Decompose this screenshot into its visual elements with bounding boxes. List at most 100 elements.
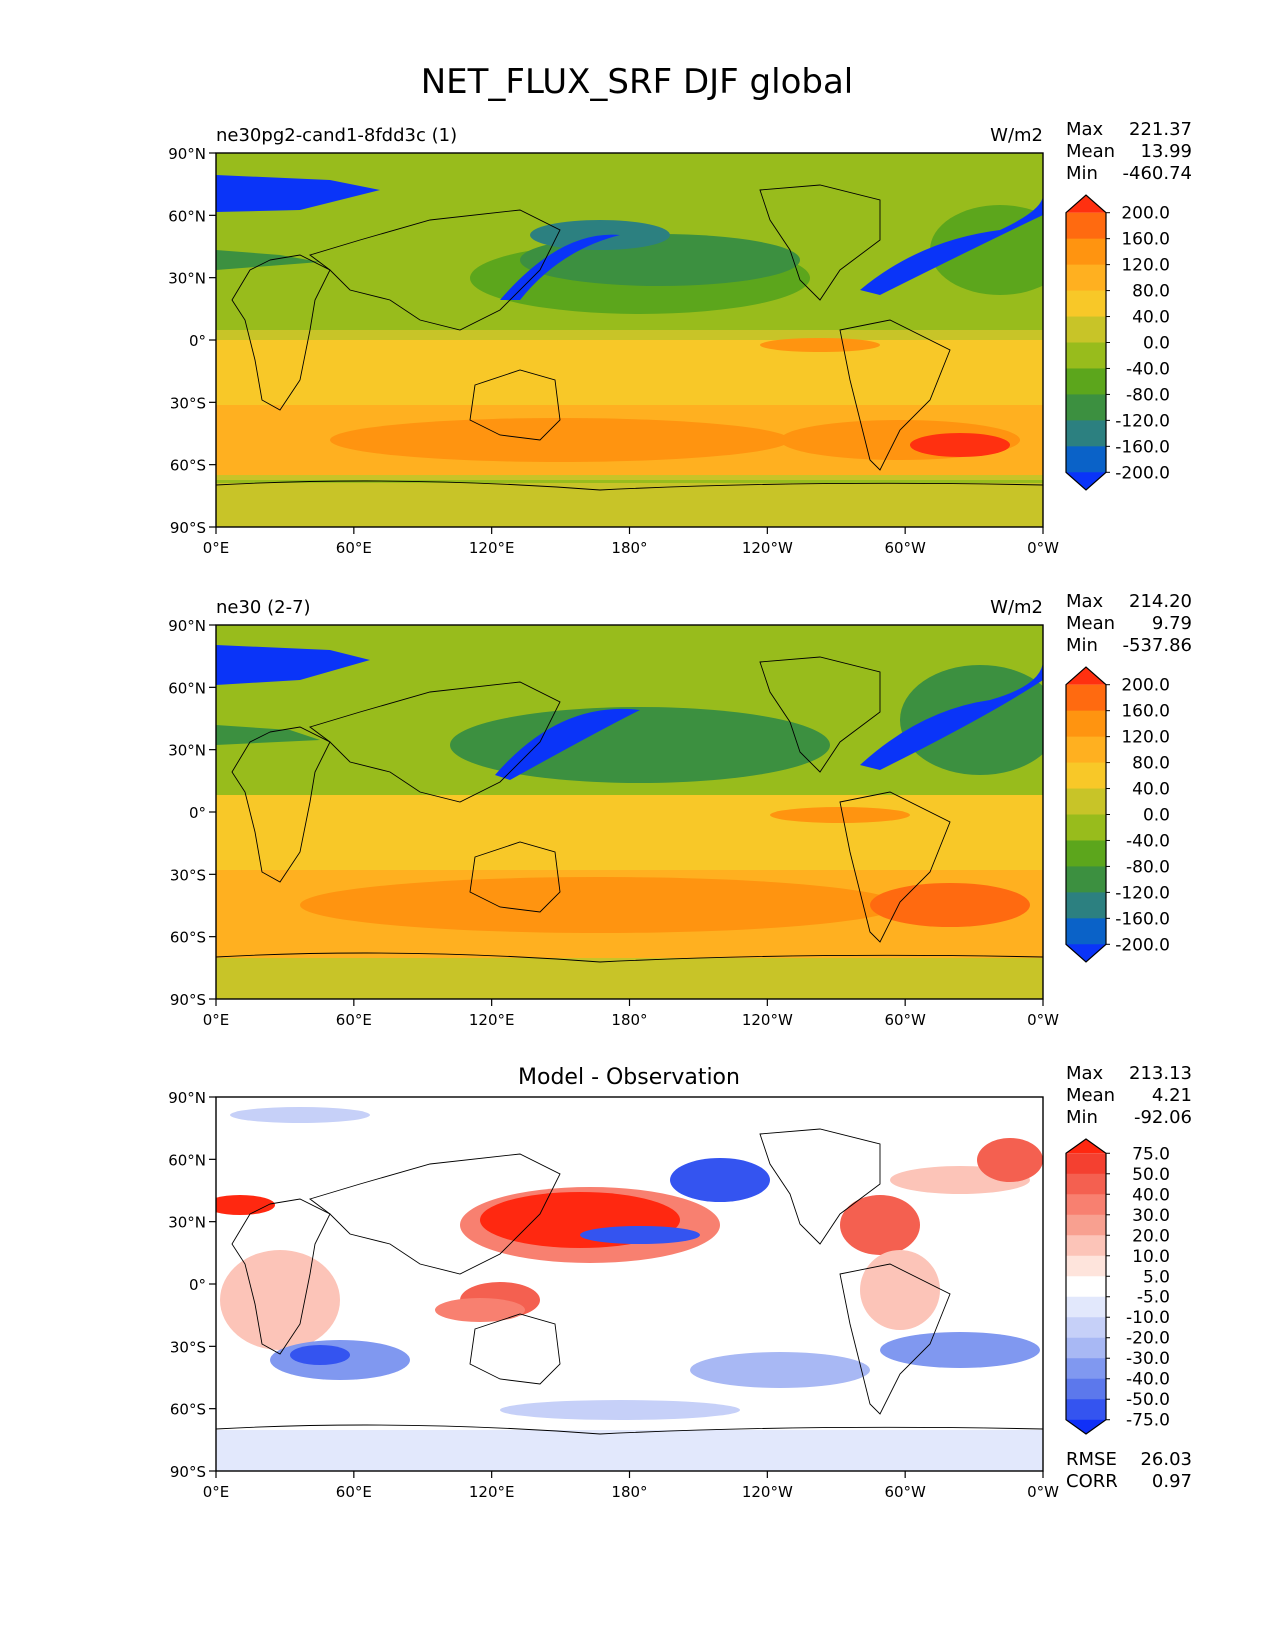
panel-2-colorbar-label: -200.0 <box>1115 935 1170 955</box>
panel-2-colorbar-segment <box>1066 866 1106 893</box>
panel-1-colorbar-segment <box>1066 316 1106 343</box>
panel-3-colorbar-label: -20.0 <box>1126 1329 1170 1349</box>
panel-3-colorbar-segment <box>1066 1296 1106 1318</box>
panel-3-colorbar-label: -10.0 <box>1126 1308 1170 1328</box>
panel-2-field <box>216 625 1043 999</box>
panel-2-colorbar-segment <box>1066 918 1106 945</box>
panel-3-lat-label: 60°S <box>170 1401 206 1419</box>
panel-1-colorbar-segment <box>1066 446 1106 473</box>
panel-1-lon-label: 60°E <box>336 539 372 557</box>
panel-3-max-label: Max <box>1066 1063 1104 1084</box>
panel-2-colorbar-segment <box>1066 736 1106 764</box>
panel-1-lat-label: 60°N <box>168 207 206 225</box>
panel-3-lat-label: 90°S <box>170 1463 206 1481</box>
panel-1-mean-value: 13.99 <box>1140 141 1192 162</box>
panel-3-axes: 90°N 60°N 30°N 0° 30°S 60°S 90°S 0°E 60°E 120°E 18… <box>168 1089 1059 1501</box>
panel-3-colorbar-segment <box>1066 1194 1106 1216</box>
panel-2-lon-label: 120°E <box>469 1011 515 1029</box>
panel-1-colorbar-label: -120.0 <box>1115 411 1170 431</box>
panel-1-colorbar-segment <box>1066 420 1106 447</box>
panel-3-lon-label: 120°W <box>742 1483 793 1501</box>
panel-2-axes: 90°N 60°N 30°N 0° 30°S 60°S 90°S 0°E 60°E 120°E 18… <box>168 617 1059 1029</box>
panel-2-lon-label: 120°W <box>742 1011 793 1029</box>
panel-1-colorbar-segment <box>1066 212 1106 240</box>
panel-1-stats: Max 221.37 Mean 13.99 Min -460.74 <box>1066 119 1192 184</box>
panel-2-lat-label: 30°N <box>168 742 206 760</box>
panel-2-colorbar-segment <box>1066 762 1106 790</box>
panel-2-lon-label: 180° <box>611 1011 647 1029</box>
panel-2-colorbar-label: -80.0 <box>1126 857 1170 877</box>
panel-2: ne30 (2-7) W/m2 Max 214.20 Mean 9.79 Min… <box>168 591 1192 1029</box>
panel-2-colorbar-label: 120.0 <box>1121 728 1170 748</box>
panel-2-colorbar-label: 80.0 <box>1132 754 1170 774</box>
panel-3-lat-label: 30°N <box>168 1214 206 1232</box>
panel-3-mean-label: Mean <box>1066 1085 1115 1106</box>
panel-1-lon-label: 0°W <box>1027 539 1059 557</box>
panel-2-colorbar-segments <box>1065 666 1107 963</box>
panel-3-colorbar-segments <box>1065 1138 1107 1435</box>
panel-3-lon-label: 60°E <box>336 1483 372 1501</box>
panel-2-colorbar-label: 160.0 <box>1121 702 1170 722</box>
panel-2-min-label: Min <box>1066 635 1098 656</box>
panel-3-colorbar-labels: 75.050.040.030.020.010.05.0-5.0-10.0-20.… <box>1106 1144 1170 1431</box>
panel-1-map <box>215 152 1044 528</box>
panel-3-field <box>216 1107 1043 1471</box>
panel-1-colorbar-segment <box>1066 264 1106 292</box>
panel-1-colorbar-label: -160.0 <box>1115 437 1170 457</box>
panel-2-mean-label: Mean <box>1066 613 1115 634</box>
panel-1-colorbar-segment <box>1066 394 1106 421</box>
panel-1-lat-label: 90°N <box>168 145 206 163</box>
panel-3-min-label: Min <box>1066 1107 1098 1128</box>
panel-2-colorbar-label: -160.0 <box>1115 909 1170 929</box>
panel-2-colorbar-extend-max <box>1066 667 1106 685</box>
panel-2-lat-label: 90°N <box>168 617 206 635</box>
panel-2-colorbar-label: 0.0 <box>1143 806 1170 826</box>
panel-1-colorbar-segment <box>1066 238 1106 266</box>
panel-1-coastlines <box>216 184 1043 491</box>
panel-3-colorbar-segment <box>1066 1173 1106 1195</box>
panel-1-min-label: Min <box>1066 163 1098 184</box>
panel-1-field <box>216 153 1043 527</box>
panel-3-lon-label: 60°W <box>884 1483 926 1501</box>
panel-1-colorbar-segment <box>1066 368 1106 395</box>
panel-3-colorbar-segment <box>1066 1276 1106 1298</box>
panel-3-colorbar-segment <box>1066 1235 1106 1257</box>
panel-3-lon-label: 0°E <box>203 1483 230 1501</box>
panel-2-lat-label: 60°S <box>170 929 206 947</box>
panel-3-skill-scores: RMSE 26.03 CORR 0.97 <box>1066 1449 1192 1492</box>
panel-1-colorbar-label: 0.0 <box>1143 334 1170 354</box>
panel-1-colorbar-label: -80.0 <box>1126 385 1170 405</box>
panel-1-lat-label: 90°S <box>170 519 206 537</box>
panel-3-title: Model - Observation <box>518 1065 740 1090</box>
panel-1-title: ne30pg2-cand1-8fdd3c (1) <box>216 125 457 146</box>
panel-3-mean-value: 4.21 <box>1152 1085 1192 1106</box>
panel-3-stats: Max 213.13 Mean 4.21 Min -92.06 <box>1066 1063 1192 1128</box>
panel-3-colorbar-extend-min <box>1066 1419 1106 1434</box>
panel-2-units: W/m2 <box>990 597 1043 618</box>
panel-2-colorbar-label: 40.0 <box>1132 780 1170 800</box>
panel-1-lon-label: 0°E <box>203 539 230 557</box>
panel-1-colorbar-label: -200.0 <box>1115 463 1170 483</box>
panel-1-colorbar-label: 200.0 <box>1121 204 1170 224</box>
panel-2-colorbar-segment <box>1066 684 1106 712</box>
panel-2-lon-label: 0°W <box>1027 1011 1059 1029</box>
figure-title: NET_FLUX_SRF DJF global <box>421 62 854 102</box>
panel-1-colorbar-label: 40.0 <box>1132 308 1170 328</box>
panel-1-max-value: 221.37 <box>1129 119 1192 140</box>
panel-3-colorbar-segment <box>1066 1378 1106 1400</box>
panel-2-colorbar-segment <box>1066 788 1106 815</box>
panel-3-colorbar-label: 5.0 <box>1143 1267 1170 1287</box>
panel-1-colorbar-segment <box>1066 342 1106 369</box>
panel-3-lat-label: 60°N <box>168 1151 206 1169</box>
panel-3-colorbar-segment <box>1066 1153 1106 1175</box>
panel-3-colorbar-segment <box>1066 1214 1106 1236</box>
panel-3-colorbar-label: 50.0 <box>1132 1165 1170 1185</box>
panel-1-axes: 90°N 60°N 30°N 0° 30°S 60°S 90°S 0°E 60°E 120°E 18… <box>168 145 1059 557</box>
panel-1-colorbar-segments <box>1065 194 1107 491</box>
panel-1-min-value: -460.74 <box>1123 163 1192 184</box>
panel-3-colorbar-label: -50.0 <box>1126 1390 1170 1410</box>
panel-1-lon-label: 180° <box>611 539 647 557</box>
panel-1-mean-label: Mean <box>1066 141 1115 162</box>
panel-3-rmse-value: 26.03 <box>1140 1449 1192 1470</box>
panel-2-stats: Max 214.20 Mean 9.79 Min -537.86 <box>1066 591 1192 656</box>
